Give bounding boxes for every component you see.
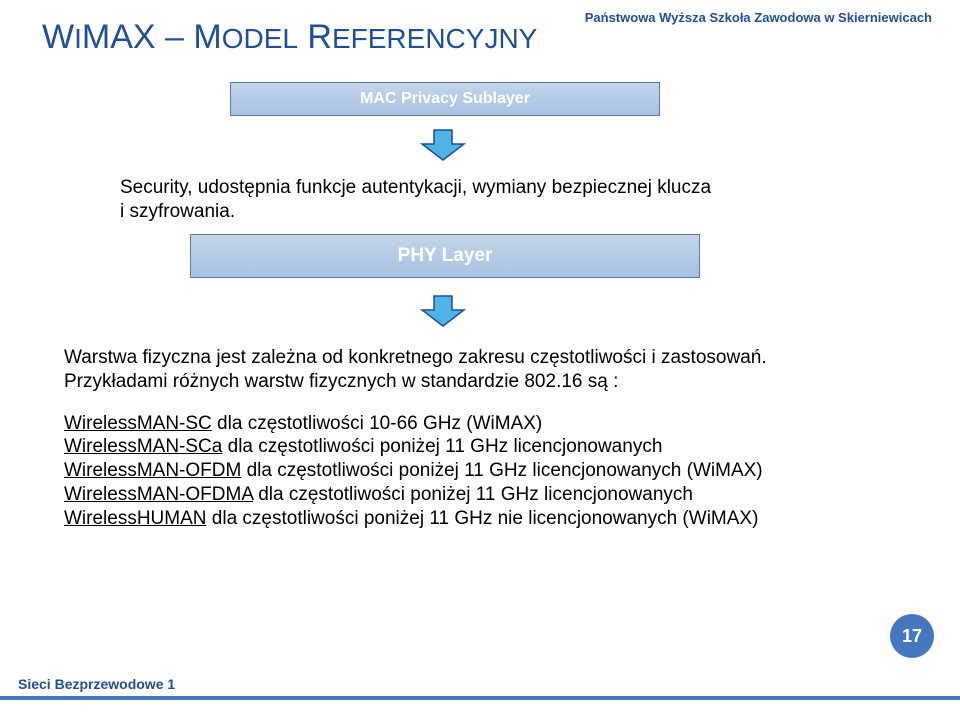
- phy-description: Warstwa fizyczna jest zależna od konkret…: [64, 346, 884, 530]
- security-line1: Security, udostępnia funkcje autentykacj…: [120, 177, 711, 198]
- phy-p1b: Przykładami różnych warstw fizycznych w …: [64, 371, 618, 392]
- arrow-down-icon: [420, 128, 466, 162]
- standard-desc: dla częstotliwości poniżej 11 GHz licenc…: [253, 484, 693, 505]
- list-item: WirelessMAN-SCa dla częstotliwości poniż…: [64, 435, 884, 459]
- title-ref: EFERENCYJNY: [332, 23, 537, 54]
- standard-name: WirelessMAN-OFDMA: [64, 484, 253, 505]
- standard-name: WirelessMAN-OFDM: [64, 460, 241, 481]
- title-i: I: [74, 23, 82, 54]
- standard-desc: dla częstotliwości poniżej 11 GHz licenc…: [222, 436, 662, 457]
- list-item: WirelessMAN-OFDM dla częstotliwości poni…: [64, 459, 884, 483]
- title-max: MAX: [82, 18, 156, 56]
- page-number: 17: [902, 626, 922, 647]
- phy-layer-box: PHY Layer: [190, 234, 700, 278]
- footer-bar: [0, 696, 960, 700]
- arrow-down-icon: [420, 294, 466, 328]
- standard-name: WirelessMAN-SCa: [64, 436, 222, 457]
- title-w: W: [42, 18, 74, 56]
- standard-name: WirelessMAN-SC: [64, 413, 212, 434]
- security-paragraph: Security, udostępnia funkcje autentykacj…: [120, 176, 770, 224]
- phy-label: PHY Layer: [398, 245, 493, 267]
- phy-p1a: Warstwa fizyczna jest zależna od konkret…: [64, 347, 767, 368]
- mac-privacy-sublayer-box: MAC Privacy Sublayer: [230, 82, 660, 116]
- title-r: R: [307, 18, 332, 56]
- list-item: WirelessHUMAN dla częstotliwości poniżej…: [64, 507, 884, 531]
- phy-standards-list: WirelessMAN-SC dla częstotliwości 10-66 …: [64, 412, 884, 531]
- standard-desc: dla częstotliwości 10-66 GHz (WiMAX): [212, 413, 542, 434]
- school-header: Państwowa Wyższa Szkoła Zawodowa w Skier…: [585, 10, 932, 25]
- page-title: WIMAX – MODEL REFERENCYJNY: [42, 18, 537, 57]
- standard-desc: dla częstotliwości poniżej 11 GHz licenc…: [241, 460, 762, 481]
- page-number-badge: 17: [890, 614, 934, 658]
- title-sep: –: [156, 18, 194, 56]
- security-line2: i szyfrowania.: [120, 201, 235, 222]
- title-odel: ODEL: [222, 23, 298, 54]
- list-item: WirelessMAN-OFDMA dla częstotliwości pon…: [64, 483, 884, 507]
- standard-name: WirelessHUMAN: [64, 508, 207, 529]
- standard-desc: dla częstotliwości poniżej 11 GHz nie li…: [207, 508, 759, 529]
- list-item: WirelessMAN-SC dla częstotliwości 10-66 …: [64, 412, 884, 436]
- footer-text: Sieci Bezprzewodowe 1: [18, 676, 175, 692]
- title-m: M: [193, 18, 221, 56]
- mac-label: MAC Privacy Sublayer: [360, 90, 530, 108]
